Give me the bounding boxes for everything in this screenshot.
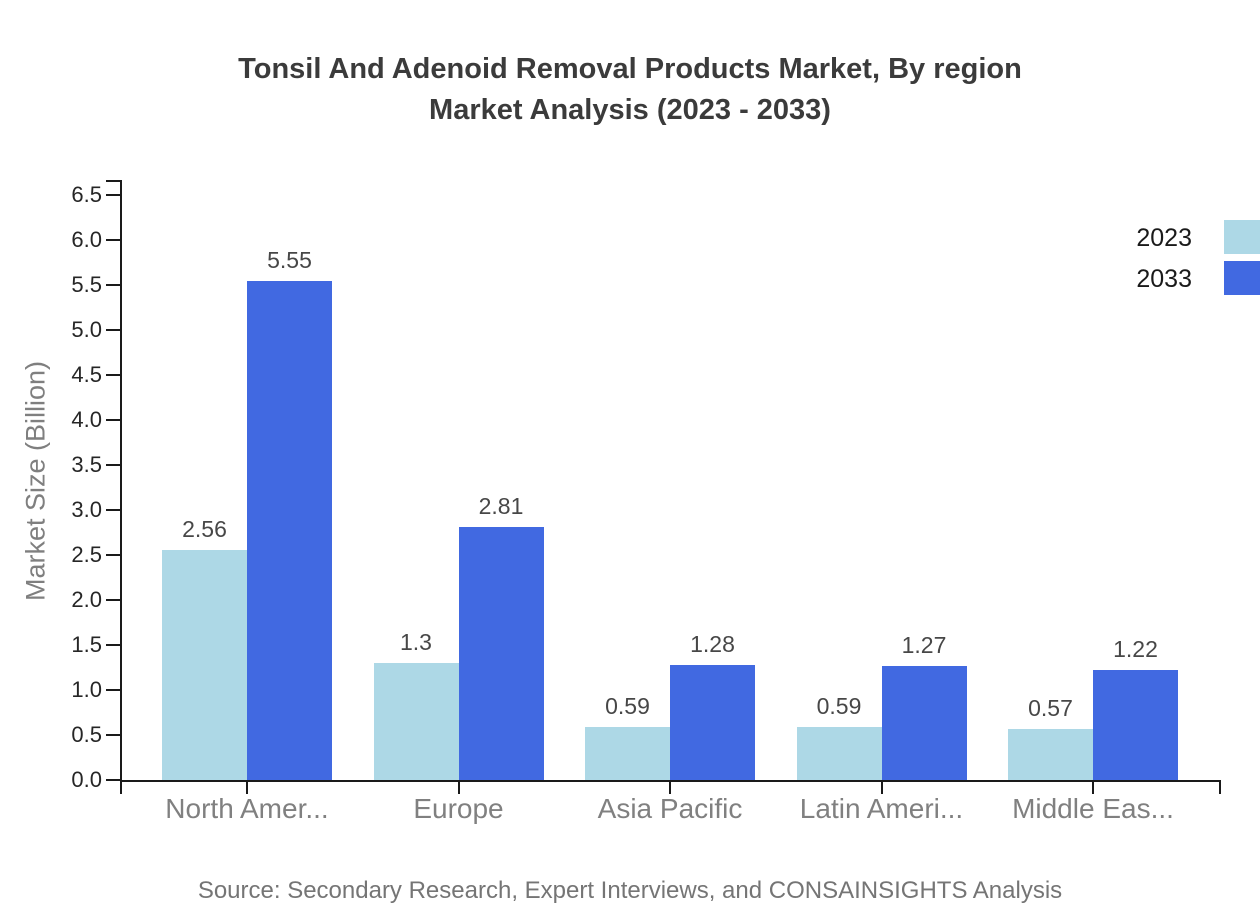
x-axis-tick (1092, 780, 1094, 794)
x-axis-category-label: Asia Pacific (597, 793, 743, 824)
bar-2033-3 (670, 664, 755, 780)
bar-value-label: 0.59 (605, 692, 650, 719)
y-axis-end-tick (106, 180, 120, 182)
y-axis-tick-label: 4.5 (71, 362, 102, 387)
y-axis-tick-label: 0.0 (71, 767, 102, 792)
x-axis-tick (246, 780, 248, 794)
y-axis-tick-label: 3.5 (71, 452, 102, 477)
bar-2023-1 (162, 549, 247, 780)
y-axis-tick (106, 419, 120, 421)
y-axis-tick (106, 779, 120, 781)
bar-2033-2 (458, 527, 544, 780)
legend-label-2023: 2023 (1136, 224, 1192, 252)
y-axis-spine (120, 180, 122, 794)
y-axis-tick (106, 329, 120, 331)
legend-label-2033: 2033 (1136, 265, 1192, 293)
y-axis-tick-label: 0.5 (71, 722, 102, 747)
bar-value-label: 1.28 (690, 630, 735, 657)
bar-2023-2 (373, 663, 459, 780)
bar-2033-1 (247, 280, 332, 780)
bar-2033-5 (1093, 670, 1178, 780)
y-axis-tick-label: 6.5 (71, 182, 102, 207)
y-axis-tick-label: 2.0 (71, 587, 102, 612)
y-axis-tick (106, 599, 120, 601)
y-axis-tick (106, 734, 120, 736)
y-axis-tick-label: 6.0 (71, 227, 102, 252)
bar-value-label: 1.22 (1113, 636, 1158, 663)
y-axis-tick (106, 194, 120, 196)
x-axis-category-label: North Amer... (165, 793, 329, 824)
y-axis-tick-label: 5.5 (71, 272, 102, 297)
bar-value-label: 5.55 (267, 246, 312, 273)
x-axis-category-label: Latin Ameri... (799, 793, 964, 824)
x-axis-end-tick (1219, 780, 1221, 794)
y-axis-tick-label: 2.5 (71, 542, 102, 567)
x-axis-category-label: Europe (413, 793, 504, 824)
legend-swatch-2023 (1224, 220, 1260, 254)
y-axis-tick (106, 284, 120, 286)
x-axis-tick (457, 780, 460, 794)
y-axis-tick-label: 4.0 (71, 407, 102, 432)
bar-2033-4 (881, 665, 967, 780)
x-axis-category-label: Middle Eas... (1012, 793, 1174, 824)
y-axis-tick-label: 1.5 (71, 632, 102, 657)
y-axis-tick (106, 644, 120, 646)
y-axis-tick (106, 239, 120, 241)
chart-title: Tonsil And Adenoid Removal Products Mark… (0, 49, 1260, 131)
bar-value-label: 2.81 (478, 493, 524, 520)
bar-value-label: 0.57 (1028, 694, 1073, 721)
x-axis-tick (669, 780, 671, 794)
y-axis-tick-label: 3.0 (71, 497, 102, 522)
y-axis-tick (106, 509, 120, 511)
y-axis-tick (106, 464, 120, 466)
bar-value-label: 2.56 (182, 515, 227, 542)
y-axis-tick-label: 5.0 (71, 317, 102, 342)
bar-2023-5 (1008, 728, 1093, 780)
chart-title-line-2: Market Analysis (2023 - 2033) (429, 94, 831, 126)
x-axis-tick (880, 780, 883, 794)
y-axis-tick (106, 554, 120, 556)
chart-title-line-1: Tonsil And Adenoid Removal Products Mark… (238, 53, 1022, 85)
bar-value-label: 0.59 (816, 692, 862, 719)
bar-2023-4 (796, 726, 882, 780)
source-note: Source: Secondary Research, Expert Inter… (197, 877, 1063, 904)
bar-2023-3 (585, 726, 670, 780)
y-axis-tick (106, 374, 120, 376)
legend-swatch-2033 (1224, 261, 1260, 295)
y-axis-tick-label: 1.0 (71, 677, 102, 702)
bar-value-label: 1.27 (901, 631, 947, 658)
bar-value-label: 1.3 (400, 629, 432, 655)
y-axis-tick (106, 689, 120, 691)
